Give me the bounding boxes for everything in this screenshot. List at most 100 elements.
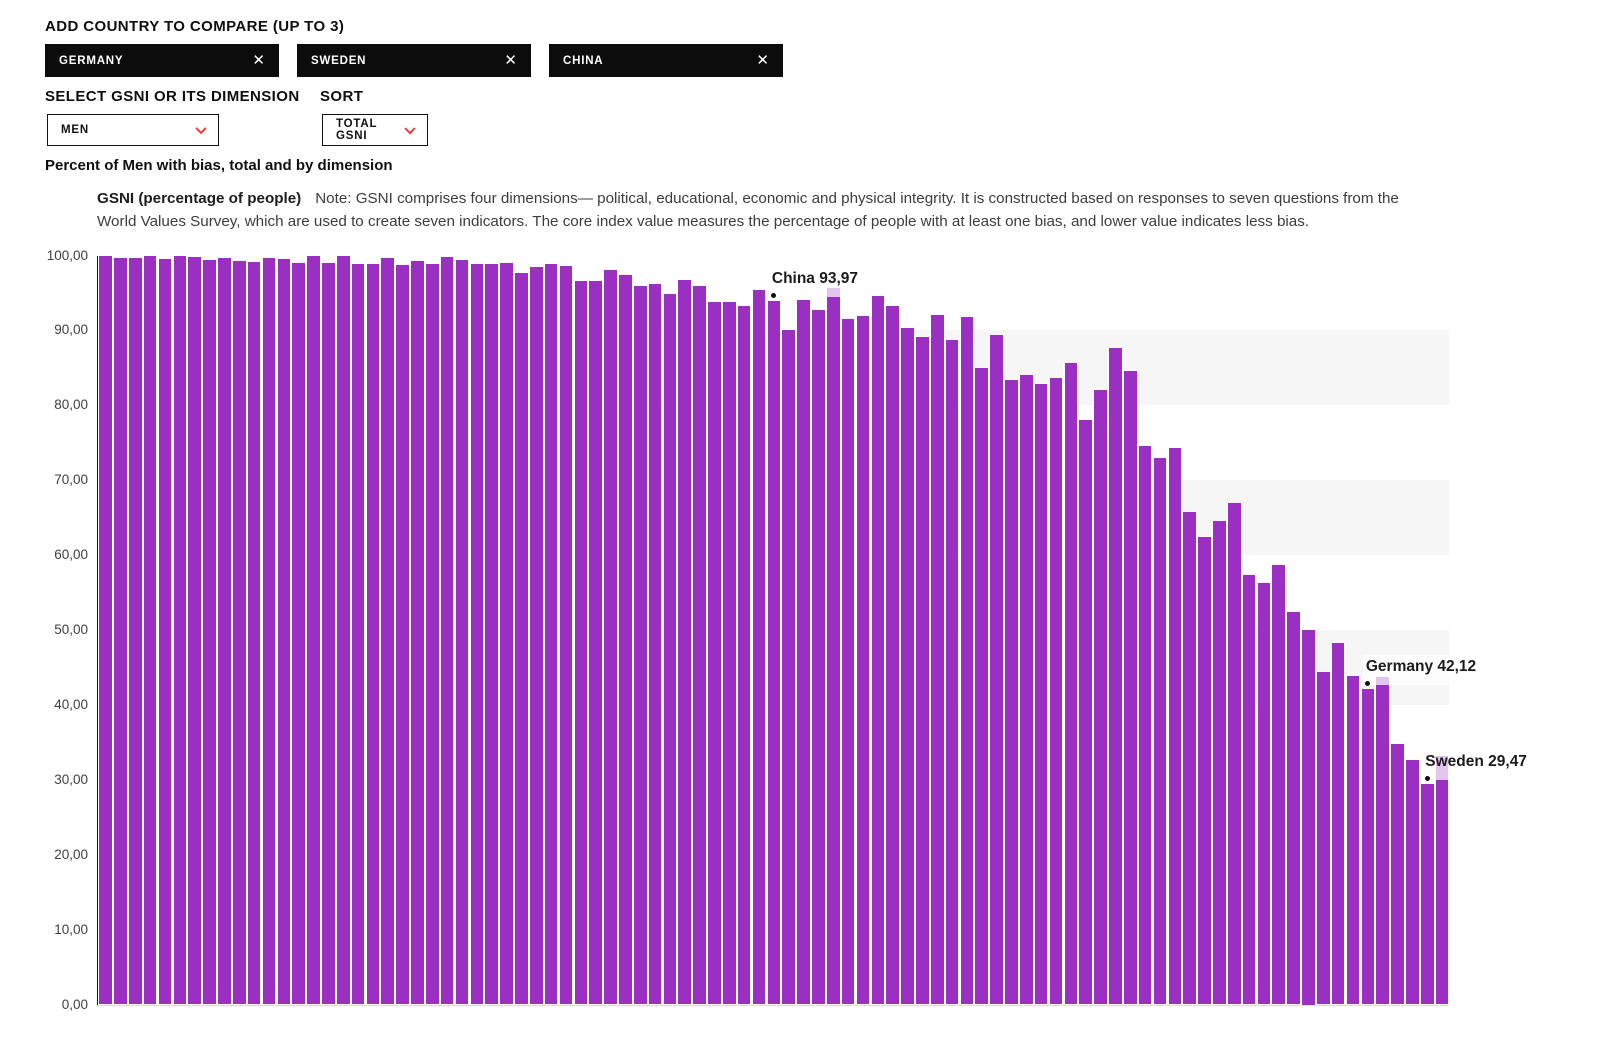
bar-column[interactable]: [900, 328, 915, 1005]
bar-column[interactable]: [454, 259, 470, 1005]
remove-country-icon[interactable]: ✕: [756, 52, 769, 69]
bar-column[interactable]: [1226, 502, 1242, 1005]
annotation-dot-germany: [1365, 681, 1371, 687]
bar-column[interactable]: [469, 264, 485, 1005]
bar-column[interactable]: [1063, 363, 1079, 1005]
bar-column[interactable]: [1301, 630, 1316, 1005]
bar-column[interactable]: [127, 257, 143, 1005]
bar-column[interactable]: [707, 301, 722, 1005]
bar-column[interactable]: [1004, 379, 1019, 1005]
bar-column[interactable]: [573, 280, 589, 1005]
bar-column[interactable]: [1419, 783, 1435, 1005]
bar-column[interactable]: [796, 300, 811, 1005]
bar-column[interactable]: [543, 263, 559, 1005]
bar-column[interactable]: [98, 256, 114, 1005]
bar-column[interactable]: [766, 300, 782, 1005]
bar-column[interactable]: [677, 280, 693, 1005]
bar-column[interactable]: [1330, 643, 1346, 1005]
bar-column[interactable]: [1093, 389, 1108, 1005]
bar-column[interactable]: [202, 259, 217, 1005]
bar-column[interactable]: [231, 261, 247, 1005]
bar-column[interactable]: [617, 274, 633, 1005]
remove-country-icon[interactable]: ✕: [252, 52, 265, 69]
bar-column[interactable]: [1108, 348, 1123, 1005]
bar-column[interactable]: [855, 316, 871, 1005]
bar-column[interactable]: [1033, 384, 1049, 1005]
bar-column[interactable]: [558, 265, 574, 1005]
bar-column[interactable]: [1271, 564, 1287, 1005]
bar-column[interactable]: [840, 319, 856, 1005]
annotation-dot-china: [771, 292, 777, 298]
bar-column[interactable]: [261, 258, 277, 1005]
bar-column[interactable]: [217, 257, 232, 1005]
bar-column[interactable]: [1182, 512, 1198, 1005]
bar-column[interactable]: [1211, 521, 1227, 1005]
bar-column[interactable]: [1078, 420, 1094, 1005]
bar-column[interactable]: [187, 256, 203, 1005]
bar-column[interactable]: [291, 262, 307, 1005]
bar-column[interactable]: [603, 269, 618, 1005]
bar-column[interactable]: [870, 295, 886, 1005]
bar-column[interactable]: [721, 301, 737, 1005]
bar-column[interactable]: [424, 264, 440, 1005]
bar-column[interactable]: [395, 265, 411, 1005]
bar-column[interactable]: [944, 340, 960, 1005]
bar-column[interactable]: [335, 256, 351, 1005]
bar-column[interactable]: [811, 310, 826, 1005]
bar-column[interactable]: [1018, 375, 1034, 1005]
bar-column[interactable]: [528, 267, 544, 1005]
bar-column[interactable]: [157, 259, 173, 1005]
bar-column[interactable]: [1256, 582, 1272, 1005]
bar-column[interactable]: [929, 314, 945, 1005]
bar-column[interactable]: [365, 263, 381, 1005]
bar-column[interactable]: [350, 264, 366, 1005]
bar-column[interactable]: [439, 256, 455, 1005]
remove-country-icon[interactable]: ✕: [504, 52, 517, 69]
bar-column[interactable]: [1048, 377, 1064, 1005]
bar-column[interactable]: [974, 367, 990, 1005]
country-bar: [663, 294, 677, 1005]
bar-column[interactable]: [632, 286, 648, 1005]
bar-column[interactable]: [736, 306, 752, 1005]
bar-column[interactable]: [142, 256, 158, 1005]
bar-column[interactable]: [1122, 370, 1138, 1005]
bar-column[interactable]: [276, 259, 292, 1005]
bar-column[interactable]: [751, 289, 767, 1005]
bar-column[interactable]: [1137, 446, 1153, 1005]
bar-column[interactable]: [914, 337, 930, 1005]
bar-column[interactable]: [514, 273, 529, 1005]
bar-column[interactable]: [1315, 671, 1331, 1005]
bar-column[interactable]: [1434, 755, 1450, 1005]
bar-column[interactable]: [1405, 759, 1420, 1005]
bar-column[interactable]: [1390, 743, 1405, 1005]
bar-column[interactable]: [1286, 612, 1302, 1005]
bar-column[interactable]: [113, 257, 128, 1005]
bar-column[interactable]: [499, 262, 514, 1005]
bar-column[interactable]: [1375, 677, 1391, 1005]
bar-column[interactable]: [885, 306, 901, 1005]
bar-column[interactable]: [380, 257, 396, 1005]
bar-column[interactable]: [647, 283, 663, 1005]
sort-dropdown[interactable]: TOTAL GSNI: [322, 114, 428, 146]
bar-column[interactable]: [1197, 537, 1212, 1005]
bar-column[interactable]: [825, 288, 841, 1005]
bar-column[interactable]: [1360, 689, 1376, 1005]
bar-column[interactable]: [484, 264, 500, 1005]
bar-column[interactable]: [410, 260, 425, 1005]
bar-column[interactable]: [662, 294, 678, 1005]
bar-column[interactable]: [320, 262, 336, 1005]
bar-column[interactable]: [692, 286, 708, 1005]
bar-column[interactable]: [1345, 676, 1361, 1005]
bar-column[interactable]: [1241, 575, 1257, 1005]
bar-column[interactable]: [172, 256, 188, 1005]
bar-column[interactable]: [588, 280, 604, 1005]
bar-column[interactable]: [1167, 447, 1183, 1005]
bar-column[interactable]: [989, 334, 1005, 1005]
bar-column[interactable]: [781, 330, 797, 1005]
dimension-dropdown[interactable]: MEN: [47, 114, 219, 146]
bar-column[interactable]: [1152, 458, 1168, 1005]
bar-column[interactable]: [306, 256, 321, 1005]
bar-column[interactable]: [246, 262, 262, 1005]
bar-column[interactable]: [959, 316, 975, 1005]
sort-heading: SORT: [320, 88, 364, 105]
